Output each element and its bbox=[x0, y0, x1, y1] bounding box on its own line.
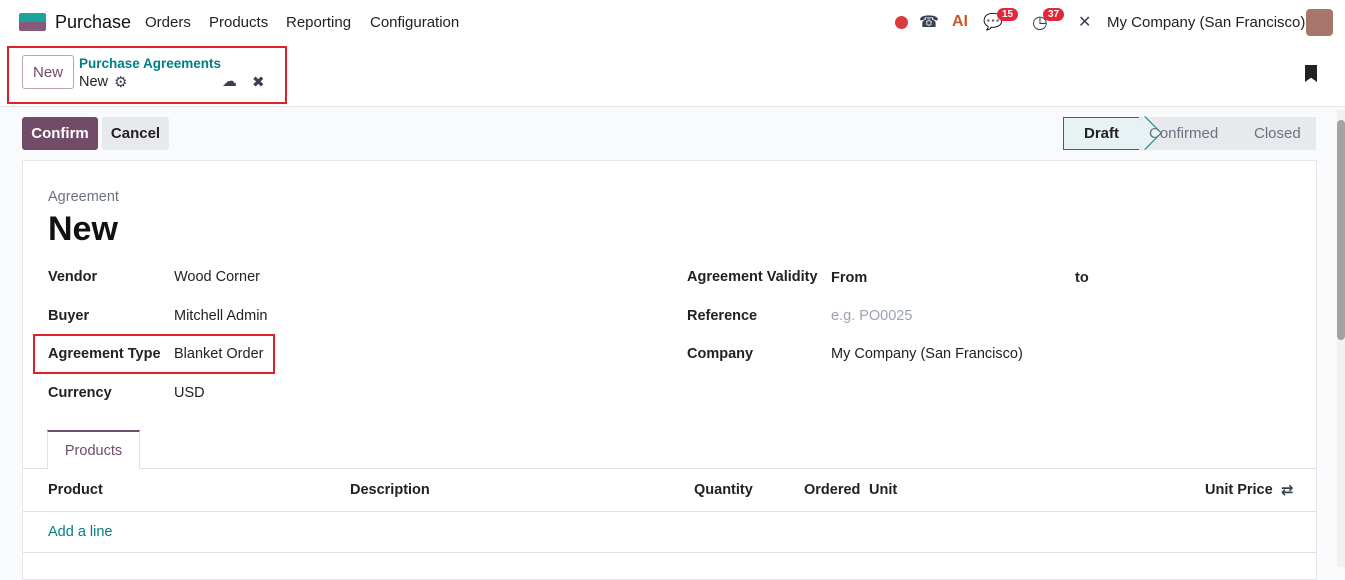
scrollbar-thumb[interactable] bbox=[1337, 120, 1345, 340]
vendor-field[interactable]: Wood Corner bbox=[174, 269, 260, 285]
currency-field[interactable]: USD bbox=[174, 385, 205, 401]
record-icon[interactable] bbox=[895, 16, 908, 29]
record-title[interactable]: New bbox=[48, 210, 118, 248]
buyer-field[interactable]: Mitchell Admin bbox=[174, 308, 268, 324]
highlight-box bbox=[7, 46, 287, 104]
app-logo-icon[interactable] bbox=[19, 13, 46, 31]
reference-label: Reference bbox=[687, 308, 758, 324]
form-sheet bbox=[22, 160, 1317, 580]
to-date-field[interactable]: to bbox=[1075, 270, 1089, 286]
new-button[interactable]: New bbox=[22, 55, 74, 89]
status-draft[interactable]: Draft bbox=[1063, 117, 1139, 150]
currency-label: Currency bbox=[48, 385, 112, 401]
col-description[interactable]: Description bbox=[350, 482, 430, 498]
vendor-label: Vendor bbox=[48, 269, 98, 285]
gear-icon[interactable]: ⚙ bbox=[114, 74, 128, 91]
ai-icon[interactable]: AI bbox=[952, 13, 968, 30]
status-bar: Draft Confirmed Closed bbox=[1063, 116, 1316, 150]
col-unit-price[interactable]: Unit Price bbox=[1205, 482, 1273, 498]
menu-reporting[interactable]: Reporting bbox=[286, 14, 352, 31]
discard-icon[interactable]: ✖ bbox=[252, 74, 265, 91]
breadcrumb-parent[interactable]: Purchase Agreements bbox=[79, 56, 222, 71]
top-navbar: Purchase Orders Products Reporting Confi… bbox=[0, 0, 1345, 45]
add-line-link[interactable]: Add a line bbox=[48, 524, 113, 540]
scrollbar[interactable] bbox=[1337, 110, 1345, 567]
menu-configuration[interactable]: Configuration bbox=[370, 14, 460, 31]
tab-products[interactable]: Products bbox=[47, 430, 140, 469]
status-confirmed[interactable]: Confirmed bbox=[1149, 125, 1219, 142]
row-divider bbox=[23, 552, 1316, 553]
agreement-type-label: Agreement Type bbox=[48, 346, 161, 362]
app-name[interactable]: Purchase bbox=[55, 12, 132, 32]
column-settings-icon[interactable]: ⇄ bbox=[1281, 482, 1294, 499]
buyer-label: Buyer bbox=[48, 308, 90, 324]
user-avatar[interactable] bbox=[1306, 9, 1333, 36]
status-closed[interactable]: Closed bbox=[1254, 125, 1301, 142]
reference-input[interactable]: e.g. PO0025 bbox=[831, 308, 913, 324]
company-switcher[interactable]: My Company (San Francisco) bbox=[1107, 14, 1306, 31]
validity-label: Agreement Validity bbox=[687, 269, 818, 285]
from-date-field[interactable]: From bbox=[831, 270, 868, 286]
row-divider bbox=[23, 511, 1316, 512]
col-quantity[interactable]: Quantity bbox=[694, 482, 753, 498]
col-unit[interactable]: Unit bbox=[869, 482, 898, 498]
highlight-box bbox=[33, 334, 275, 374]
company-field[interactable]: My Company (San Francisco) bbox=[831, 346, 1023, 362]
record-kind-label: Agreement bbox=[48, 189, 119, 205]
messages-badge: 15 bbox=[997, 8, 1019, 21]
menu-products[interactable]: Products bbox=[209, 14, 269, 31]
menu-orders[interactable]: Orders bbox=[145, 14, 191, 31]
phone-icon[interactable]: ☎ bbox=[919, 14, 939, 31]
control-panel: New Purchase Agreements New ⚙ ☁ ✖ bbox=[0, 45, 1345, 107]
cancel-button[interactable]: Cancel bbox=[102, 117, 169, 150]
bookmark-icon[interactable] bbox=[1305, 65, 1317, 82]
save-cloud-icon[interactable]: ☁ bbox=[222, 73, 237, 90]
confirm-button[interactable]: Confirm bbox=[22, 117, 98, 150]
tab-divider bbox=[23, 468, 1316, 469]
agreement-type-field[interactable]: Blanket Order bbox=[174, 346, 264, 362]
breadcrumb-current: New bbox=[79, 74, 109, 90]
tools-icon[interactable]: ✕ bbox=[1078, 14, 1092, 31]
activities-badge: 37 bbox=[1043, 8, 1065, 21]
col-product[interactable]: Product bbox=[48, 482, 103, 498]
company-label: Company bbox=[687, 346, 754, 362]
col-ordered[interactable]: Ordered bbox=[804, 482, 861, 498]
